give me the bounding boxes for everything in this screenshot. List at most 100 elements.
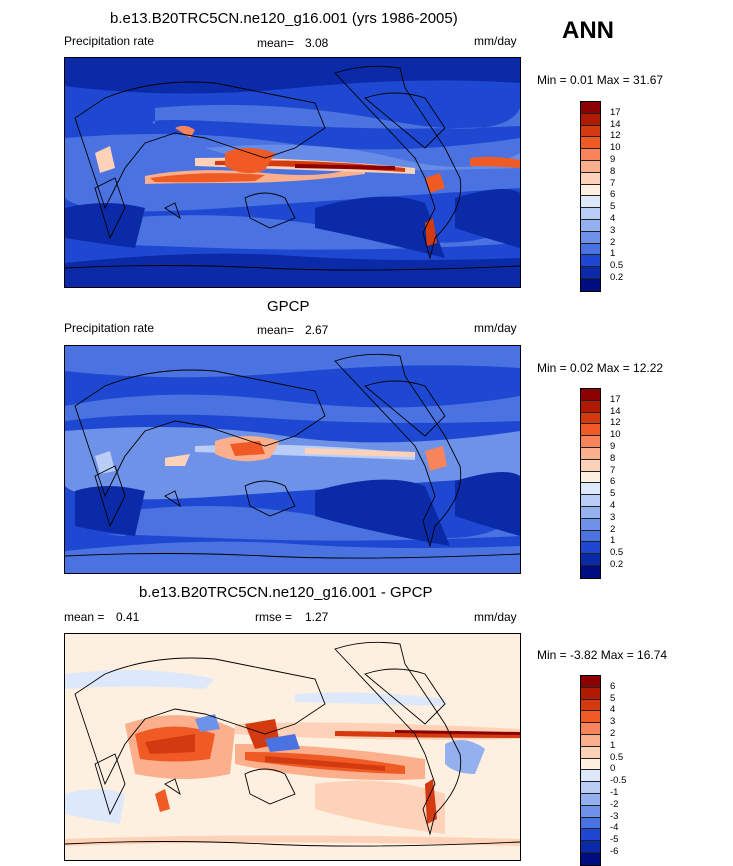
- observed-precip-field: [65, 346, 520, 573]
- colorbar-swatch: [581, 852, 600, 865]
- colorbar-tick-label: -5: [610, 834, 619, 846]
- colorbar-swatch: [581, 172, 600, 185]
- colorbar-tick-label: -3: [610, 810, 619, 822]
- colorbar-tick-label: 8: [610, 452, 616, 464]
- colorbar-swatch: [581, 436, 600, 448]
- colorbar-swatch: [581, 542, 600, 555]
- colorbar-observed: [580, 388, 601, 579]
- colorbar-swatch: [581, 255, 600, 268]
- colorbar-tick-label: 0.2: [610, 272, 624, 283]
- colorbar-swatch: [581, 841, 600, 853]
- colorbar-swatch: [581, 219, 600, 232]
- colorbar-swatch: [581, 459, 600, 472]
- colorbar-tick-label: 17: [610, 106, 621, 118]
- colorbar-swatch: [581, 447, 600, 460]
- colorbar-tick-label: 0.5: [610, 547, 624, 559]
- colorbar-swatch: [581, 565, 600, 578]
- colorbar-model: [580, 101, 601, 292]
- panel3-rmse-label: rmse =: [255, 610, 293, 624]
- colorbar-swatch: [581, 770, 600, 783]
- colorbar-swatch: [581, 676, 600, 688]
- colorbar-swatch: [581, 699, 600, 712]
- colorbar-swatch: [581, 389, 600, 401]
- colorbar-swatch: [581, 746, 600, 759]
- colorbar-swatch: [581, 137, 600, 150]
- colorbar-swatch: [581, 530, 600, 543]
- colorbar-tick-label: 0.5: [610, 260, 624, 272]
- observed-precip-map: [64, 345, 521, 574]
- colorbar-tick-label: 2: [610, 236, 616, 248]
- colorbar-tick-label: 1: [610, 248, 616, 260]
- panel1-title: b.e13.B20TRC5CN.ne120_g16.001 (yrs 1986-…: [110, 10, 458, 27]
- colorbar-tick-label: 3: [610, 716, 616, 728]
- season-label: ANN: [562, 17, 614, 44]
- colorbar-tick-label: -0.5: [610, 775, 627, 787]
- colorbar-tick-label: 7: [610, 464, 616, 476]
- colorbar-swatch: [581, 782, 600, 794]
- colorbar-tick-label: 2: [610, 523, 616, 535]
- colorbar-tick-label: 6: [610, 189, 616, 201]
- colorbar-tick-label: 4: [610, 500, 616, 511]
- colorbar-swatch: [581, 243, 600, 256]
- colorbar-tick-label: 9: [610, 154, 616, 165]
- colorbar-swatch: [581, 793, 600, 806]
- colorbar-swatch: [581, 734, 600, 747]
- colorbar-swatch: [581, 278, 600, 291]
- model-precip-map: [64, 57, 521, 288]
- colorbar-swatch: [581, 102, 600, 114]
- colorbar-swatch: [581, 829, 600, 842]
- colorbar-tick-label: 3: [610, 511, 616, 523]
- colorbar-swatch: [581, 495, 600, 507]
- difference-precip-map: [64, 633, 521, 861]
- colorbar-tick-label: 14: [610, 405, 621, 417]
- colorbar-tick-label: 10: [610, 429, 621, 441]
- colorbar-tick-label: 9: [610, 441, 616, 452]
- colorbar-tick-label: 1: [610, 535, 616, 547]
- colorbar-swatch: [581, 817, 600, 830]
- colorbar-swatch: [581, 400, 600, 413]
- colorbar-tick-label: -4: [610, 822, 619, 834]
- colorbar-swatch: [581, 113, 600, 126]
- colorbar-swatch: [581, 267, 600, 279]
- colorbar-swatch: [581, 471, 600, 484]
- panel1-units: mm/day: [474, 34, 517, 48]
- colorbar-tick-label: 12: [610, 417, 621, 429]
- colorbar-swatch: [581, 758, 600, 771]
- panel2-units: mm/day: [474, 321, 517, 335]
- colorbar-tick-label: 0: [610, 763, 616, 775]
- colorbar-swatch: [581, 687, 600, 700]
- colorbar-tick-label: 5: [610, 488, 616, 500]
- colorbar-tick-label: 2: [610, 728, 616, 739]
- colorbar-tick-label: 14: [610, 118, 621, 130]
- panel3-units: mm/day: [474, 610, 517, 624]
- panel3-minmax: Min = -3.82 Max = 16.74: [537, 648, 668, 662]
- colorbar-tick-label: -6: [610, 846, 619, 857]
- colorbar-swatch: [581, 723, 600, 735]
- model-precip-field: [65, 58, 520, 287]
- panel1-minmax: Min = 0.01 Max = 31.67: [537, 73, 664, 87]
- colorbar-tick-label: 0.2: [610, 559, 624, 570]
- colorbar-swatch: [581, 196, 600, 209]
- colorbar-swatch: [581, 424, 600, 437]
- colorbar-swatch: [581, 231, 600, 244]
- panel2-variable-label: Precipitation rate: [64, 321, 155, 335]
- colorbar-tick-label: 4: [610, 704, 616, 716]
- panel1-mean-label: mean=: [257, 36, 295, 50]
- difference-precip-field: [65, 634, 520, 860]
- panel3-rmse-value: 1.27: [305, 610, 329, 624]
- panel1-mean-value: 3.08: [305, 36, 329, 50]
- colorbar-swatch: [581, 160, 600, 173]
- colorbar-tick-label: 7: [610, 177, 616, 189]
- colorbar-tick-label: -2: [610, 798, 619, 810]
- colorbar-swatch: [581, 125, 600, 138]
- colorbar-swatch: [581, 554, 600, 566]
- panel2-minmax: Min = 0.02 Max = 12.22: [537, 361, 664, 375]
- colorbar-tick-label: 1: [610, 739, 616, 751]
- colorbar-swatch: [581, 483, 600, 496]
- colorbar-swatch: [581, 412, 600, 425]
- colorbar-tick-label: 4: [610, 213, 616, 224]
- panel1-variable-label: Precipitation rate: [64, 34, 155, 48]
- panel2-title: GPCP: [267, 298, 310, 315]
- colorbar-swatch: [581, 184, 600, 197]
- colorbar-swatch: [581, 711, 600, 724]
